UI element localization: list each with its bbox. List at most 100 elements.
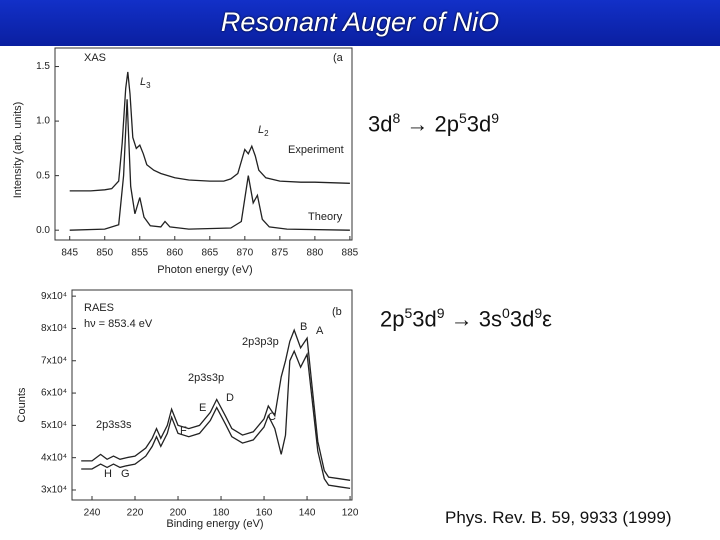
x-tick-label: 880 bbox=[307, 248, 324, 259]
title-bar: Resonant Auger of NiO bbox=[0, 0, 720, 46]
annotation: E bbox=[199, 402, 206, 414]
transition-text: 3d bbox=[466, 111, 492, 137]
plot-frame bbox=[71, 289, 353, 501]
transition-text: 3d bbox=[509, 306, 535, 332]
y-tick-label: 1.0 bbox=[36, 116, 50, 127]
annotation: L2 bbox=[258, 124, 269, 138]
transition-text: 2p bbox=[380, 306, 405, 332]
y-tick-label: 6x10⁴ bbox=[41, 388, 67, 399]
annotation: D bbox=[226, 392, 234, 404]
annotation-text: E bbox=[199, 402, 206, 414]
y-axis-label: Counts bbox=[16, 387, 28, 422]
x-axis-label: Photon energy (eV) bbox=[157, 264, 252, 276]
y-tick-label: 0.5 bbox=[36, 170, 50, 181]
transition: 3d8 → 2p53d9 bbox=[368, 110, 499, 137]
x-tick-label: 120 bbox=[342, 508, 359, 519]
superscript: 0 bbox=[502, 305, 510, 321]
annotation: 2p3s3p bbox=[188, 372, 224, 384]
figure: 845 850 855 860 865 870 875 880 885 0.0 0.5 1.0 1.5 P… bbox=[12, 47, 359, 276]
transition: 2p53d9 → 3s03d9ε bbox=[380, 305, 552, 332]
annotation-text: A bbox=[316, 325, 324, 337]
x-tick-label: 220 bbox=[127, 508, 144, 519]
y-tick-label: 4x10⁴ bbox=[41, 452, 67, 463]
y-tick-label: 3x10⁴ bbox=[41, 485, 67, 496]
y-tick-label: 8x10⁴ bbox=[41, 323, 67, 334]
annotation-text: 2p3p3p bbox=[242, 336, 279, 348]
annotation-text: H bbox=[104, 468, 112, 480]
spectrum-line bbox=[81, 328, 351, 481]
superscript: 5 bbox=[458, 110, 467, 126]
y-tick-label: 0.0 bbox=[36, 225, 50, 236]
x-tick-label: 845 bbox=[61, 248, 78, 259]
x-tick-label: 885 bbox=[342, 248, 359, 259]
annotation: H bbox=[104, 468, 112, 480]
plot-frame bbox=[54, 47, 353, 241]
series-label: Experiment bbox=[288, 144, 344, 156]
x-tick-label: 240 bbox=[84, 508, 101, 519]
annotation: (b bbox=[332, 306, 342, 318]
annotation-text: L bbox=[140, 76, 146, 88]
annotation-text: (a bbox=[333, 52, 344, 64]
figure: 240 220 200 180 160 140 120 3x10⁴ 4x10⁴ 5x10⁴ 6x10… bbox=[16, 289, 359, 530]
annotation-text: (b bbox=[332, 306, 342, 318]
x-tick-label: 140 bbox=[299, 508, 316, 519]
annotation: L3 bbox=[140, 76, 151, 90]
spectrum-line bbox=[81, 349, 351, 490]
annotation-text: G bbox=[121, 468, 130, 480]
annotation-text: XAS bbox=[84, 52, 106, 64]
x-tick-label: 200 bbox=[170, 508, 187, 519]
spectrum-line bbox=[69, 99, 350, 231]
x-tick-label: 850 bbox=[96, 248, 113, 259]
annotation: 2p3s3s bbox=[96, 419, 132, 431]
spectrum-line bbox=[69, 71, 350, 192]
annotation: G bbox=[121, 468, 130, 480]
annotation: (a bbox=[333, 52, 344, 64]
y-tick-label: 1.5 bbox=[36, 61, 50, 72]
y-tick-label: 9x10⁴ bbox=[41, 291, 67, 302]
annotation: A bbox=[316, 325, 324, 337]
annotation: B bbox=[300, 321, 307, 333]
x-tick-label: 865 bbox=[201, 248, 218, 259]
annotation-text: 2p3s3s bbox=[96, 419, 132, 431]
x-tick-label: 860 bbox=[166, 248, 183, 259]
transition-text: → 3s bbox=[444, 306, 503, 332]
superscript: 8 bbox=[392, 110, 401, 126]
annotation-text: 2p3s3p bbox=[188, 372, 224, 384]
superscript: 9 bbox=[436, 305, 445, 321]
subscript: 3 bbox=[146, 81, 151, 90]
annotation: RAES bbox=[84, 302, 114, 314]
superscript: 9 bbox=[491, 110, 500, 126]
annotation-text: L bbox=[258, 124, 264, 136]
subscript: 2 bbox=[264, 129, 269, 138]
annotation-text: RAES bbox=[84, 302, 114, 314]
x-tick-label: 855 bbox=[131, 248, 148, 259]
slide-title: Resonant Auger of NiO bbox=[220, 7, 500, 37]
x-tick-label: 160 bbox=[256, 508, 273, 519]
transition-text: → 2p bbox=[400, 111, 459, 137]
annotation-text: hν = 853.4 eV bbox=[84, 318, 153, 330]
transition-text: 3d bbox=[368, 111, 393, 137]
transition-text: ε bbox=[542, 306, 552, 332]
annotation-text: D bbox=[226, 392, 234, 404]
annotation-text: C bbox=[268, 411, 276, 423]
annotation-text: F bbox=[180, 425, 187, 437]
x-tick-label: 875 bbox=[272, 248, 289, 259]
annotation: F bbox=[180, 425, 187, 437]
transition-text: 3d bbox=[412, 306, 437, 332]
y-axis-label: Intensity (arb. units) bbox=[12, 102, 24, 199]
annotation-text: B bbox=[300, 321, 307, 333]
annotation: C bbox=[268, 411, 276, 423]
y-tick-label: 7x10⁴ bbox=[41, 355, 67, 366]
x-axis-label: Binding energy (eV) bbox=[166, 518, 263, 530]
x-tick-label: 180 bbox=[213, 508, 230, 519]
x-tick-label: 870 bbox=[236, 248, 253, 259]
superscript: 5 bbox=[404, 305, 413, 321]
annotation: 2p3p3p bbox=[242, 336, 279, 348]
y-tick-label: 5x10⁴ bbox=[41, 420, 67, 431]
annotation: XAS bbox=[84, 52, 106, 64]
citation: Phys. Rev. B. 59, 9933 (1999) bbox=[445, 508, 672, 527]
series-label: Theory bbox=[308, 211, 343, 223]
superscript: 9 bbox=[534, 305, 543, 321]
